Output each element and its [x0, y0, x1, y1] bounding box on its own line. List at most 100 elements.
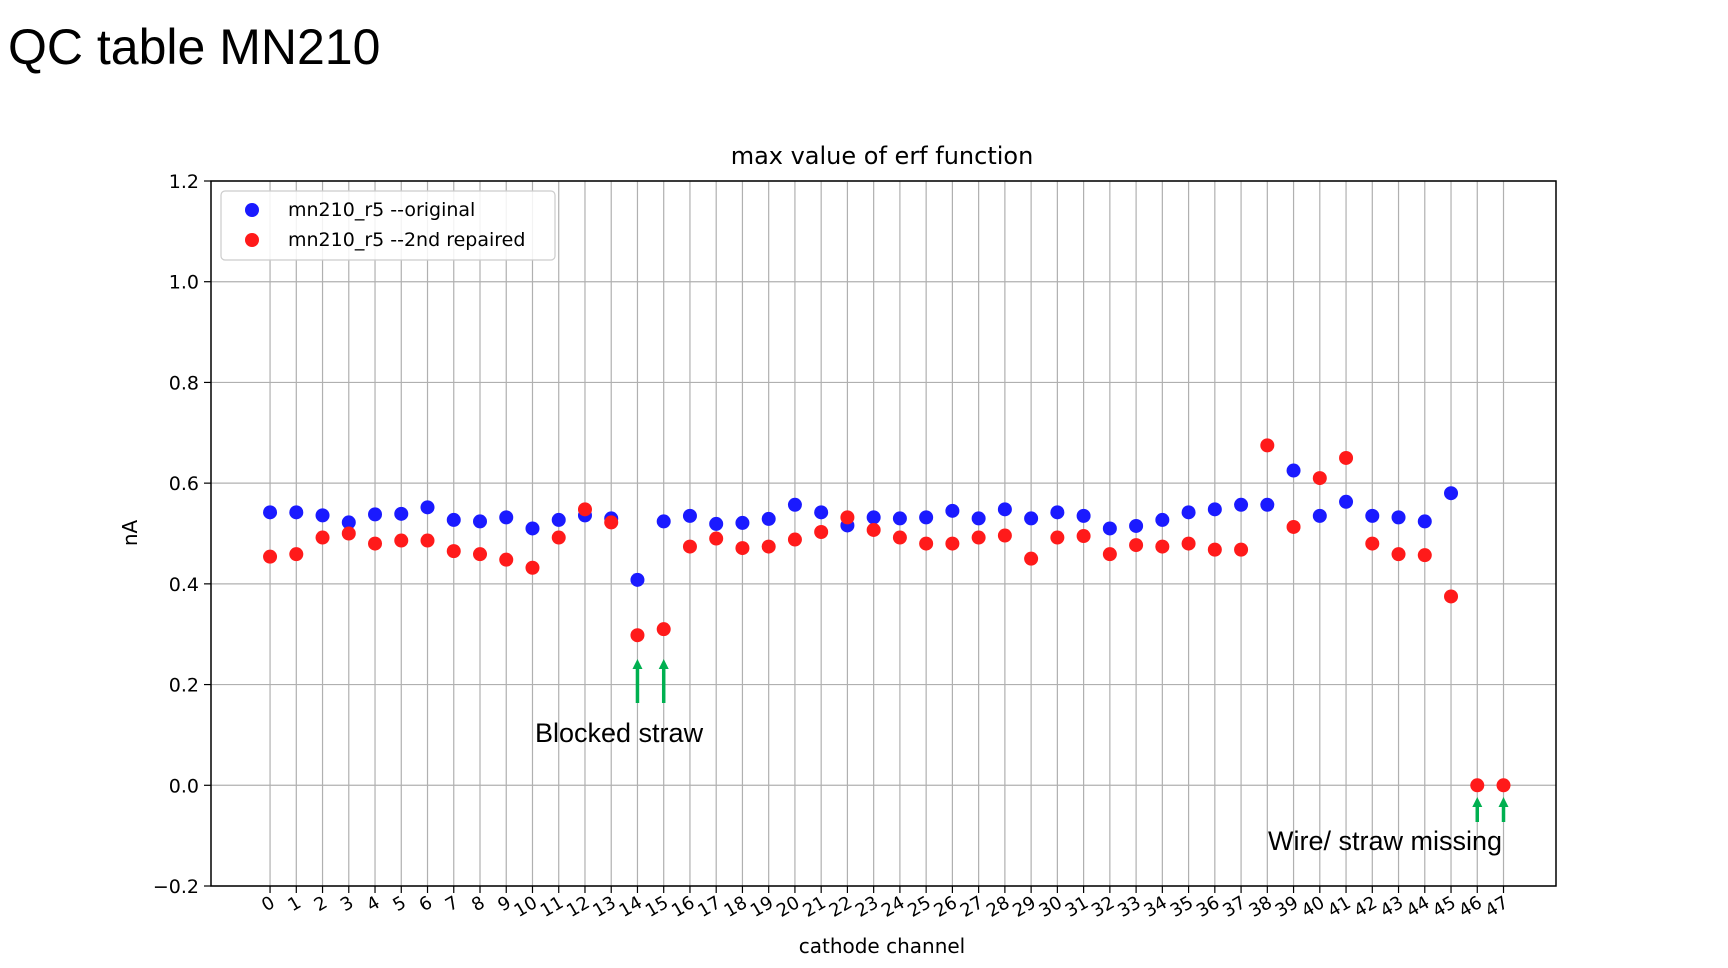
x-tick-label: 14 — [616, 892, 646, 922]
x-tick-label: 45 — [1429, 892, 1459, 922]
series-1-point — [1365, 508, 1380, 523]
x-tick-label: 32 — [1088, 892, 1118, 922]
series-2-point — [604, 515, 619, 530]
series-2-point — [341, 526, 356, 541]
x-tick-label: 37 — [1219, 892, 1249, 922]
legend-marker — [245, 203, 259, 217]
series-2-point — [394, 533, 409, 548]
x-axis-label: cathode channel — [799, 934, 966, 958]
series-2-point — [709, 531, 724, 546]
series-1-point — [1155, 512, 1170, 527]
x-tick-label: 38 — [1245, 892, 1275, 922]
annotation-arrow-head — [1472, 797, 1483, 807]
series-2-point — [1234, 542, 1249, 557]
series-1-point — [1339, 494, 1354, 509]
series-1-point — [735, 515, 750, 530]
series-1-point — [709, 516, 724, 531]
x-tick-label: 21 — [799, 892, 829, 922]
x-tick-label: 30 — [1036, 892, 1066, 922]
x-tick-label: 5 — [389, 892, 409, 916]
x-tick-label: 33 — [1114, 892, 1144, 922]
series-1-point — [551, 512, 566, 527]
x-tick-label: 12 — [563, 892, 593, 922]
series-2-point — [892, 530, 907, 545]
series-1-point — [761, 511, 776, 526]
x-tick-label: 47 — [1482, 892, 1512, 922]
x-tick-label: 4 — [363, 892, 383, 916]
data-points — [263, 438, 1511, 793]
series-1-point — [1444, 486, 1459, 501]
series-1-point — [656, 514, 671, 529]
x-tick-label: 46 — [1455, 892, 1485, 922]
series-1-point — [787, 497, 802, 512]
series-1-point — [394, 506, 409, 521]
y-tick-label: −0.2 — [153, 876, 199, 898]
x-tick-label: 41 — [1324, 892, 1354, 922]
series-2-point — [1102, 547, 1117, 562]
series-2-point — [473, 547, 487, 562]
series-2-point — [420, 533, 435, 548]
x-tick-label: 13 — [589, 892, 619, 922]
series-1-point — [1391, 510, 1406, 525]
series-2-point — [1417, 548, 1432, 563]
series-1-point — [446, 512, 461, 527]
series-2-point — [1181, 536, 1196, 551]
series-1-point — [473, 514, 487, 529]
series-1-point — [1129, 518, 1144, 533]
x-tick-label: 0 — [258, 892, 278, 916]
series-2-point — [1444, 589, 1459, 604]
annotation-arrow-head — [1498, 797, 1509, 807]
y-axis-label: nA — [118, 520, 142, 547]
series-2-point — [1024, 551, 1039, 566]
series-2-point — [735, 541, 750, 556]
series-1-point — [341, 515, 356, 530]
x-tick-label: 40 — [1298, 892, 1328, 922]
annotation-arrows — [632, 659, 1509, 822]
x-tick-label: 17 — [694, 892, 724, 922]
series-1-point — [1050, 505, 1065, 520]
x-tick-label: 31 — [1062, 892, 1092, 922]
y-tick-label: 0.4 — [169, 574, 199, 596]
series-1-point — [630, 572, 645, 587]
series-1-point — [814, 505, 829, 520]
series-1-point — [919, 510, 934, 525]
series-2-point — [1312, 471, 1327, 486]
y-tick-label: 0.6 — [169, 473, 199, 495]
series-1-point — [1181, 505, 1196, 520]
x-tick-label: 35 — [1167, 892, 1197, 922]
series-1-point — [1234, 497, 1249, 512]
series-2-point — [997, 528, 1012, 543]
x-tick-label: 27 — [957, 892, 987, 922]
series-2-point — [787, 532, 802, 547]
series-2-point — [919, 536, 934, 551]
annotation-arrow-head — [658, 659, 669, 669]
x-tick-label: 24 — [878, 892, 908, 922]
series-1-point — [263, 505, 278, 520]
series-2-point — [866, 522, 881, 537]
x-tick-label: 7 — [442, 892, 462, 916]
series-2-point — [1129, 538, 1144, 553]
x-tick-label: 42 — [1350, 892, 1380, 922]
slide-title: QC table MN210 — [8, 19, 381, 75]
series-1-point — [866, 510, 881, 525]
x-axis-ticks: 0 1 2 3 4 5 6 7 8 9101112131415161718192021222324… — [258, 886, 1512, 922]
series-2-point — [263, 549, 278, 564]
grid-lines — [211, 180, 1556, 887]
series-2-point — [1365, 536, 1380, 551]
series-2-point — [682, 539, 697, 554]
series-2-point — [499, 552, 514, 567]
series-2-point — [971, 530, 986, 545]
x-tick-label: 1 — [284, 892, 304, 916]
x-tick-label: 34 — [1141, 892, 1171, 922]
series-2-point — [1470, 778, 1485, 793]
x-tick-label: 29 — [1009, 892, 1039, 922]
series-2-point — [761, 539, 776, 554]
x-tick-label: 28 — [983, 892, 1013, 922]
y-tick-label: 0.0 — [169, 775, 199, 797]
x-tick-label: 23 — [852, 892, 882, 922]
x-tick-label: 2 — [311, 892, 331, 916]
series-2-point — [1391, 547, 1406, 562]
series-1-point — [1024, 511, 1039, 526]
x-tick-label: 16 — [668, 892, 698, 922]
